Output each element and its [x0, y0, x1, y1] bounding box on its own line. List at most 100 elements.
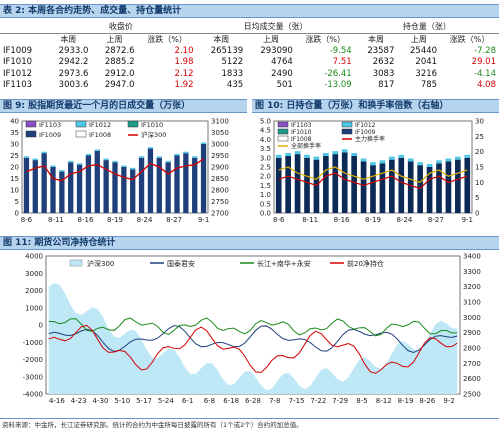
volume-bar: [174, 155, 180, 213]
legend-swatch: [277, 128, 289, 135]
left-tick-label: 25: [10, 152, 19, 160]
right-tick-label: 2800: [211, 187, 229, 195]
oi-bar: [398, 157, 405, 213]
oi-bar-other: [407, 158, 414, 162]
table-cell: 7.51: [332, 57, 352, 68]
left-tick-label: 2.5: [260, 164, 271, 172]
table-row: IF1009 2933.0 2872.6 2.10 265139 293090 -9.54 2…: [0, 45, 499, 57]
table-cell: 3216: [415, 68, 438, 79]
sub-header: 本周: [368, 34, 385, 44]
left-tick-label: 1.0: [260, 191, 271, 199]
hs300-line: [26, 158, 204, 182]
volume-bar-other: [112, 160, 118, 163]
table-sub-header-row: 本周 上周 涨跌（%） 本周 上周 涨跌（%） 本周 上周 涨跌（%）: [0, 33, 499, 45]
left-tick-label: 2000: [25, 287, 43, 295]
oi-bar: [351, 155, 357, 213]
legend-swatch: [75, 130, 87, 138]
left-tick-label: 3.5: [260, 145, 271, 153]
oi-bar: [464, 157, 471, 213]
contract-code: IF1103: [3, 80, 33, 91]
right-tick-label: 3050: [211, 129, 229, 137]
volume-bar: [41, 153, 47, 213]
chart11-title-bar: 图 11: 期货公司净持仓统计: [0, 236, 499, 250]
left-tick-label: 3000: [25, 270, 43, 278]
table-cell: 3003.6: [58, 80, 89, 91]
volume-bar: [192, 157, 198, 213]
table-cell: 29.01: [471, 57, 496, 68]
x-tick-label: 6-1: [182, 397, 193, 405]
x-tick-label: 7-8: [269, 397, 280, 405]
oi-bar: [370, 165, 376, 213]
oi-bar-other: [351, 152, 357, 156]
left-tick-label: 5.0: [260, 118, 271, 126]
left-tick-label: 1000: [25, 304, 43, 312]
x-tick-label: 8-27: [428, 216, 444, 224]
table-group-header-row: 收盘价 日均成交量（张） 持仓量（张）: [0, 21, 499, 33]
all-turnover-line: [278, 166, 468, 184]
x-tick-label: 8-6: [21, 216, 33, 224]
oi-bar-other: [436, 160, 442, 164]
right-tick-label: 0: [475, 210, 479, 218]
oi-bar-other: [332, 151, 339, 155]
sub-header: 涨跌（%）: [449, 34, 490, 44]
right-tick-label: 2900: [211, 164, 229, 172]
right-tick-label: 2700: [463, 360, 481, 368]
top20-line: [48, 324, 458, 374]
table-cell: 2490: [271, 68, 293, 79]
legend-label: IF1010: [141, 121, 163, 129]
table-cell: 785: [420, 80, 438, 91]
x-tick-label: 8-6: [273, 216, 285, 224]
oi-bar: [407, 161, 414, 213]
legend-label: IF1103: [39, 121, 61, 129]
table-cell: 2942.2: [58, 57, 89, 68]
volume-bar-other: [138, 156, 145, 158]
volume-bar: [23, 157, 30, 213]
legend-label: 长江+南华+永安: [257, 259, 311, 268]
table-row: IF1103 3003.6 2947.0 1.92 435 501 -13.09 817 785…: [0, 80, 499, 92]
volume-bar-other: [59, 170, 65, 172]
table-cell: 1.92: [174, 80, 194, 91]
oi-bar-other: [360, 158, 367, 162]
hs300-area: [48, 282, 458, 394]
oi-bar: [294, 154, 301, 213]
x-tick-label: 4-16: [49, 397, 65, 405]
left-tick-label: 3.0: [260, 154, 271, 162]
legend-label: 主力换手率: [355, 135, 385, 143]
sub-header: 上周: [262, 34, 279, 44]
cj-nh-ya-line: [48, 317, 458, 337]
right-tick-label: 2950: [211, 152, 229, 160]
oi-bar-other: [370, 162, 376, 166]
left-tick-label: -1000: [23, 339, 43, 347]
legend-swatch: [75, 120, 87, 128]
right-tick-label: 2700: [211, 210, 229, 218]
oi-bar: [389, 159, 395, 213]
oi-bar: [313, 159, 320, 213]
oi-bar-other: [294, 151, 301, 155]
x-tick-label: 4-30: [93, 397, 109, 405]
table-cell: 817: [378, 80, 395, 91]
x-tick-label: 6-18: [223, 397, 239, 405]
volume-bar: [138, 157, 145, 213]
legend-swatch: [277, 135, 289, 142]
volume-bar: [183, 153, 189, 213]
volume-bar: [50, 167, 56, 213]
table-title-bar: 表 2: 本周各合约走势、成交量、持仓量统计: [0, 4, 499, 18]
legend-swatch: [69, 259, 83, 267]
x-tick-label: 6-8: [204, 397, 215, 405]
legend-label: IF1012: [355, 122, 376, 129]
contract-code: IF1010: [3, 57, 33, 68]
volume-bar-other: [68, 160, 74, 163]
volume-bar-other: [94, 149, 100, 151]
table-cell: 5122: [221, 57, 244, 68]
volume-bar-other: [23, 156, 30, 158]
left-tick-label: 35: [10, 129, 19, 137]
right-tick-label: 3000: [463, 314, 481, 322]
sub-header: 本周: [213, 34, 230, 44]
oi-bar-other: [285, 152, 291, 156]
oi-bar-other: [417, 162, 423, 166]
oi-bar-other: [304, 154, 310, 158]
volume-bar-other: [103, 158, 109, 161]
table-cell: 265139: [210, 45, 244, 56]
legend-swatch: [341, 128, 353, 135]
left-tick-label: 30: [10, 141, 19, 149]
